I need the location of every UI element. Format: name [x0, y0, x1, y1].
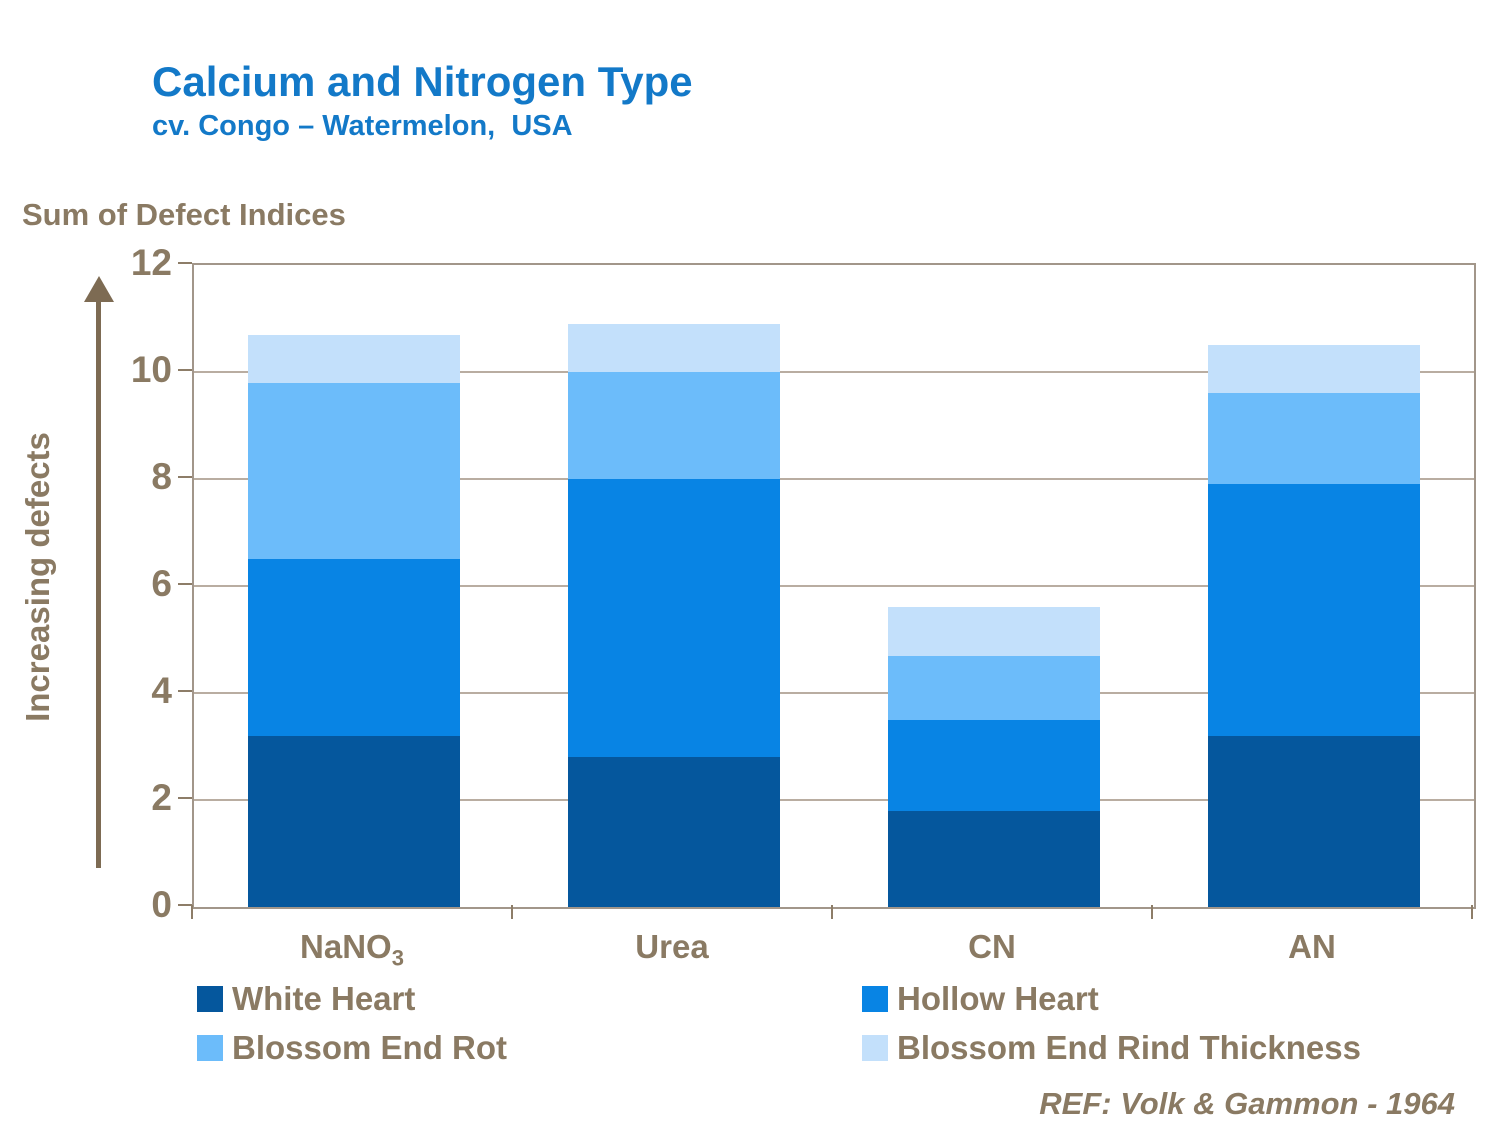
y-tick-label: 2 [151, 777, 172, 818]
bar-segment-blossom-end-rot [248, 382, 460, 560]
y-tick-label: 4 [151, 670, 172, 711]
x-tick-label-text: AN [1288, 928, 1336, 965]
legend-item: White Heart [197, 981, 862, 1017]
x-tick-mark [191, 905, 193, 919]
bar-segment-white-heart [568, 757, 780, 907]
reference-text: REF: Volk & Gammon - 1964 [1039, 1086, 1455, 1121]
bar-segment-blossom-end-rot [568, 372, 780, 479]
bar-segment-hollow-heart [1208, 484, 1420, 736]
legend-item: Hollow Heart [862, 981, 1361, 1017]
bar-segment-blossom-end-rind-thickness [248, 334, 460, 383]
legend-label: Blossom End Rot [232, 1029, 508, 1066]
gridline [194, 585, 1474, 587]
plot-area [192, 263, 1476, 909]
bar-segment-hollow-heart [888, 719, 1100, 811]
bar-segment-white-heart [248, 735, 460, 907]
x-tick-label: AN [1152, 928, 1472, 966]
y-tick-mark [178, 369, 192, 371]
y-tick-mark [178, 476, 192, 478]
gridline [194, 799, 1474, 801]
gridline [194, 478, 1474, 480]
y-tick-label: 12 [130, 242, 172, 283]
x-tick-label: CN [832, 928, 1152, 966]
y-arrow-label: Increasing defects [19, 432, 56, 722]
y-tick-label: 10 [130, 349, 172, 390]
x-tick-label-text: NaNO [300, 928, 392, 965]
legend-swatch [197, 1035, 223, 1061]
bar-segment-white-heart [1208, 735, 1420, 907]
bar-segment-blossom-end-rind-thickness [568, 323, 780, 372]
x-tick-label: NaNO3 [192, 928, 512, 972]
legend-label: White Heart [232, 980, 416, 1017]
bar-segment-hollow-heart [568, 479, 780, 758]
gridline [194, 371, 1474, 373]
bar-segment-blossom-end-rot [1208, 393, 1420, 485]
x-tick-label-text: Urea [635, 928, 709, 965]
legend-label: Hollow Heart [897, 980, 1099, 1017]
y-tick-label: 8 [151, 456, 172, 497]
legend: White Heart Hollow Heart Blossom End Rot Bl… [197, 981, 1361, 1066]
y-tick-label: 6 [151, 563, 172, 604]
x-tick-label-subscript: 3 [391, 945, 404, 971]
bar-segment-blossom-end-rind-thickness [888, 607, 1100, 656]
x-tick-mark [511, 905, 513, 919]
legend-swatch [862, 986, 888, 1012]
page-title: Calcium and Nitrogen Type [152, 58, 693, 105]
legend-item: Blossom End Rind Thickness [862, 1030, 1361, 1066]
y-axis-caption: Sum of Defect Indices [22, 197, 346, 232]
y-tick-label: 0 [151, 884, 172, 925]
y-tick-mark [178, 797, 192, 799]
legend-swatch [197, 986, 223, 1012]
page-subtitle: cv. Congo – Watermelon, USA [152, 110, 573, 142]
gridline [194, 692, 1474, 694]
x-tick-mark [831, 905, 833, 919]
x-tick-mark [1151, 905, 1153, 919]
legend-label: Blossom End Rind Thickness [897, 1029, 1361, 1066]
bar-segment-white-heart [888, 810, 1100, 907]
y-tick-mark [178, 583, 192, 585]
bar-segment-hollow-heart [248, 559, 460, 736]
x-tick-mark [1471, 905, 1473, 919]
bar-segment-blossom-end-rot [888, 655, 1100, 720]
arrow-up-icon [84, 276, 114, 302]
legend-swatch [862, 1035, 888, 1061]
bar-segment-blossom-end-rind-thickness [1208, 345, 1420, 394]
y-tick-mark [178, 262, 192, 264]
y-tick-mark [178, 690, 192, 692]
x-tick-label: Urea [512, 928, 832, 966]
x-tick-label-text: CN [968, 928, 1016, 965]
y-tick-mark [178, 904, 192, 906]
increasing-defects-arrow-shaft [96, 296, 101, 868]
legend-item: Blossom End Rot [197, 1030, 862, 1066]
